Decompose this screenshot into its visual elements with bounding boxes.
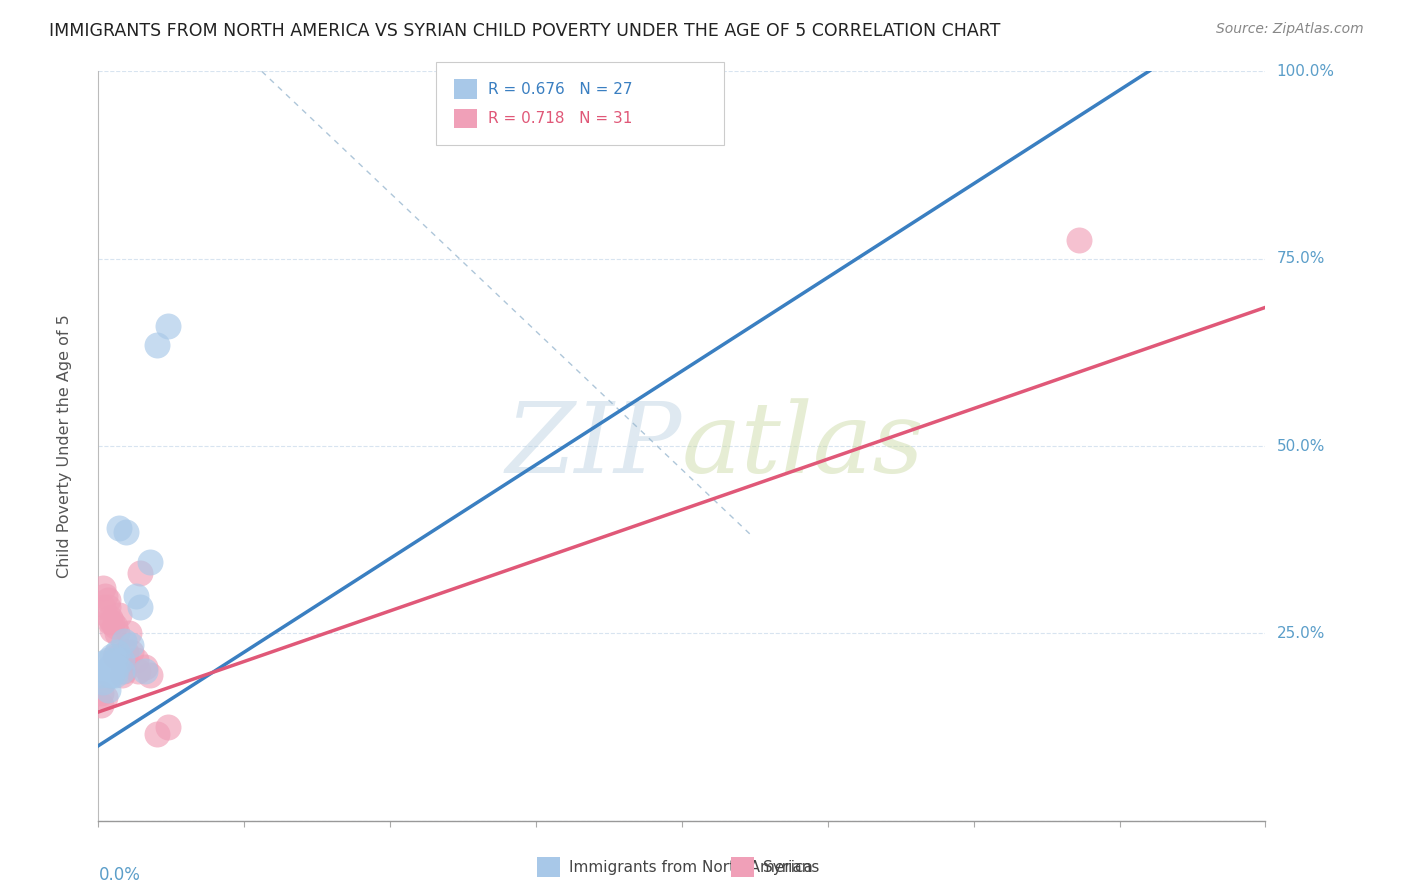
Text: R = 0.676   N = 27: R = 0.676 N = 27 [488, 82, 633, 96]
Point [101, 648, 124, 663]
Point [91, 582, 114, 596]
Text: IMMIGRANTS FROM NORTH AMERICA VS SYRIAN CHILD POVERTY UNDER THE AGE OF 5 CORRELA: IMMIGRANTS FROM NORTH AMERICA VS SYRIAN … [49, 22, 1001, 40]
Y-axis label: Child Poverty Under the Age of 5: Child Poverty Under the Age of 5 [58, 314, 72, 578]
Point [94, 690, 117, 704]
Point [104, 619, 127, 633]
Text: atlas: atlas [682, 399, 925, 493]
Point [98, 660, 121, 674]
Point [104, 667, 127, 681]
Point [108, 648, 131, 663]
Point [105, 626, 128, 640]
Point [91, 675, 114, 690]
Point [1067, 233, 1090, 247]
Point [98, 615, 121, 629]
Point [105, 660, 128, 674]
Point [97, 652, 120, 666]
Point [97, 592, 120, 607]
Point [118, 626, 141, 640]
Point [120, 645, 142, 659]
Point [139, 667, 162, 681]
Point [101, 615, 124, 629]
Point [449, 64, 471, 78]
Point [105, 645, 128, 659]
Text: 25.0%: 25.0% [1277, 626, 1324, 640]
Point [134, 660, 156, 674]
Text: Syrians: Syrians [763, 860, 820, 874]
Point [134, 664, 156, 678]
Text: R = 0.718   N = 31: R = 0.718 N = 31 [488, 112, 633, 126]
Point [97, 600, 120, 615]
Point [157, 319, 180, 334]
Point [111, 652, 134, 666]
Point [115, 645, 138, 659]
Point [101, 667, 124, 681]
Point [120, 638, 142, 652]
Text: 50.0%: 50.0% [1277, 439, 1324, 453]
Point [112, 633, 135, 648]
Point [104, 652, 127, 666]
Point [146, 727, 169, 741]
Text: Source: ZipAtlas.com: Source: ZipAtlas.com [1216, 22, 1364, 37]
Point [90, 686, 112, 700]
Point [125, 589, 148, 603]
Point [111, 652, 134, 666]
Point [115, 525, 138, 540]
Point [111, 664, 134, 678]
Point [91, 600, 114, 615]
Point [108, 521, 131, 535]
Point [90, 698, 112, 712]
Point [111, 667, 134, 681]
Point [129, 566, 152, 581]
Text: 75.0%: 75.0% [1277, 252, 1324, 266]
Point [91, 657, 114, 671]
Text: 100.0%: 100.0% [1277, 64, 1334, 78]
Text: ZIP: ZIP [506, 399, 682, 493]
Point [157, 720, 180, 734]
Point [101, 623, 124, 637]
Text: 0.0%: 0.0% [98, 865, 141, 884]
Point [543, 64, 565, 78]
Point [449, 64, 471, 78]
Point [125, 652, 148, 666]
Point [112, 664, 135, 678]
Point [94, 664, 117, 678]
Point [578, 64, 600, 78]
Point [94, 589, 117, 603]
Point [98, 611, 121, 625]
Point [97, 682, 120, 697]
Point [101, 660, 124, 674]
Point [127, 664, 149, 678]
Point [139, 555, 162, 569]
Point [108, 607, 131, 622]
Point [146, 338, 169, 352]
Point [129, 600, 152, 615]
Point [90, 667, 112, 681]
Text: Immigrants from North America: Immigrants from North America [569, 860, 813, 874]
Point [104, 648, 127, 663]
Point [98, 667, 121, 681]
